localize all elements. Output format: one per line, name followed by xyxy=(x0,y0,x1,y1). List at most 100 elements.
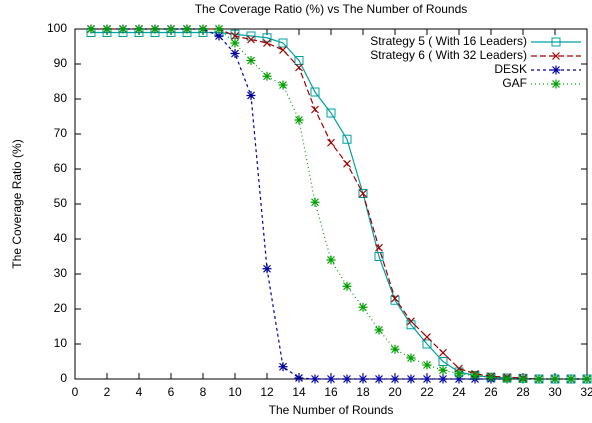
marker xyxy=(374,325,384,335)
marker xyxy=(390,295,400,305)
x-tick-label: 28 xyxy=(516,385,530,399)
marker xyxy=(326,374,336,384)
x-tick-label: 26 xyxy=(484,385,498,399)
x-tick-label: 2 xyxy=(104,385,111,399)
y-tick-label: 20 xyxy=(54,301,68,315)
marker xyxy=(358,189,368,198)
legend-label: GAF xyxy=(502,76,527,90)
x-axis-label: The Number of Rounds xyxy=(269,403,394,417)
marker xyxy=(86,24,96,34)
marker xyxy=(551,79,561,89)
marker xyxy=(294,56,304,65)
marker xyxy=(374,252,384,261)
y-axis-label: The Coverage Ratio (%) xyxy=(10,139,24,268)
marker xyxy=(486,372,496,382)
marker xyxy=(310,374,320,384)
marker xyxy=(358,374,368,384)
marker xyxy=(262,71,272,81)
x-tick-label: 16 xyxy=(324,385,338,399)
y-tick-label: 60 xyxy=(54,161,68,175)
marker xyxy=(326,255,336,265)
marker xyxy=(262,264,272,274)
marker xyxy=(263,39,271,47)
marker xyxy=(326,108,336,118)
marker xyxy=(342,374,352,384)
marker xyxy=(118,24,128,34)
marker xyxy=(582,374,592,384)
marker xyxy=(246,91,256,100)
marker xyxy=(214,31,224,41)
marker xyxy=(198,24,208,34)
marker xyxy=(214,24,224,34)
x-tick-label: 14 xyxy=(292,385,306,399)
x-tick-label: 10 xyxy=(228,385,242,399)
marker xyxy=(102,24,112,34)
marker xyxy=(550,374,560,384)
marker xyxy=(230,49,240,58)
marker xyxy=(311,105,319,114)
y-tick-label: 80 xyxy=(54,91,68,105)
marker xyxy=(518,374,528,384)
marker xyxy=(566,374,576,384)
marker xyxy=(422,360,432,370)
marker xyxy=(390,374,400,384)
legend-label: DESK xyxy=(494,62,527,76)
marker xyxy=(134,24,144,34)
marker xyxy=(166,24,176,34)
marker xyxy=(342,281,352,291)
marker xyxy=(552,52,560,60)
marker xyxy=(438,357,448,366)
legend-label: Strategy 5 ( With 16 Leaders) xyxy=(370,34,527,48)
marker xyxy=(406,374,416,384)
marker xyxy=(310,87,320,97)
x-tick-label: 32 xyxy=(580,385,592,399)
marker xyxy=(551,37,561,47)
marker xyxy=(422,339,432,349)
marker xyxy=(422,374,432,384)
y-tick-label: 10 xyxy=(54,336,68,350)
chart-title: The Coverage Ratio (%) vs The Number of … xyxy=(195,2,468,16)
x-tick-label: 24 xyxy=(452,385,466,399)
marker xyxy=(294,373,304,383)
marker xyxy=(406,353,416,363)
x-tick-label: 6 xyxy=(168,385,175,399)
y-tick-label: 40 xyxy=(54,231,68,245)
marker xyxy=(534,374,544,384)
marker xyxy=(551,65,561,75)
marker xyxy=(391,294,399,303)
marker xyxy=(454,374,464,384)
x-tick-label: 4 xyxy=(136,385,143,399)
marker xyxy=(358,302,368,312)
marker xyxy=(231,32,239,40)
marker xyxy=(327,138,335,147)
marker xyxy=(342,134,352,144)
marker xyxy=(247,35,255,44)
marker xyxy=(230,29,240,39)
marker xyxy=(278,38,288,48)
y-tick-label: 30 xyxy=(54,266,68,280)
y-tick-label: 100 xyxy=(47,21,67,35)
x-tick-label: 8 xyxy=(200,385,207,399)
marker xyxy=(423,333,431,341)
marker xyxy=(262,33,272,43)
x-tick-label: 12 xyxy=(260,385,274,399)
marker xyxy=(230,38,240,48)
marker xyxy=(438,365,448,375)
marker xyxy=(150,24,160,34)
marker xyxy=(295,63,303,72)
marker xyxy=(438,374,448,384)
marker xyxy=(390,344,400,354)
marker xyxy=(279,46,287,54)
x-tick-label: 20 xyxy=(388,385,402,399)
marker xyxy=(374,374,384,384)
legend-label: Strategy 6 ( With 32 Leaders) xyxy=(370,48,527,62)
marker xyxy=(359,189,367,198)
marker xyxy=(182,24,192,34)
x-tick-label: 0 xyxy=(72,385,79,399)
marker xyxy=(502,374,512,384)
marker xyxy=(278,80,288,90)
marker xyxy=(294,115,304,125)
y-tick-label: 70 xyxy=(54,126,68,140)
x-tick-label: 22 xyxy=(420,385,434,399)
